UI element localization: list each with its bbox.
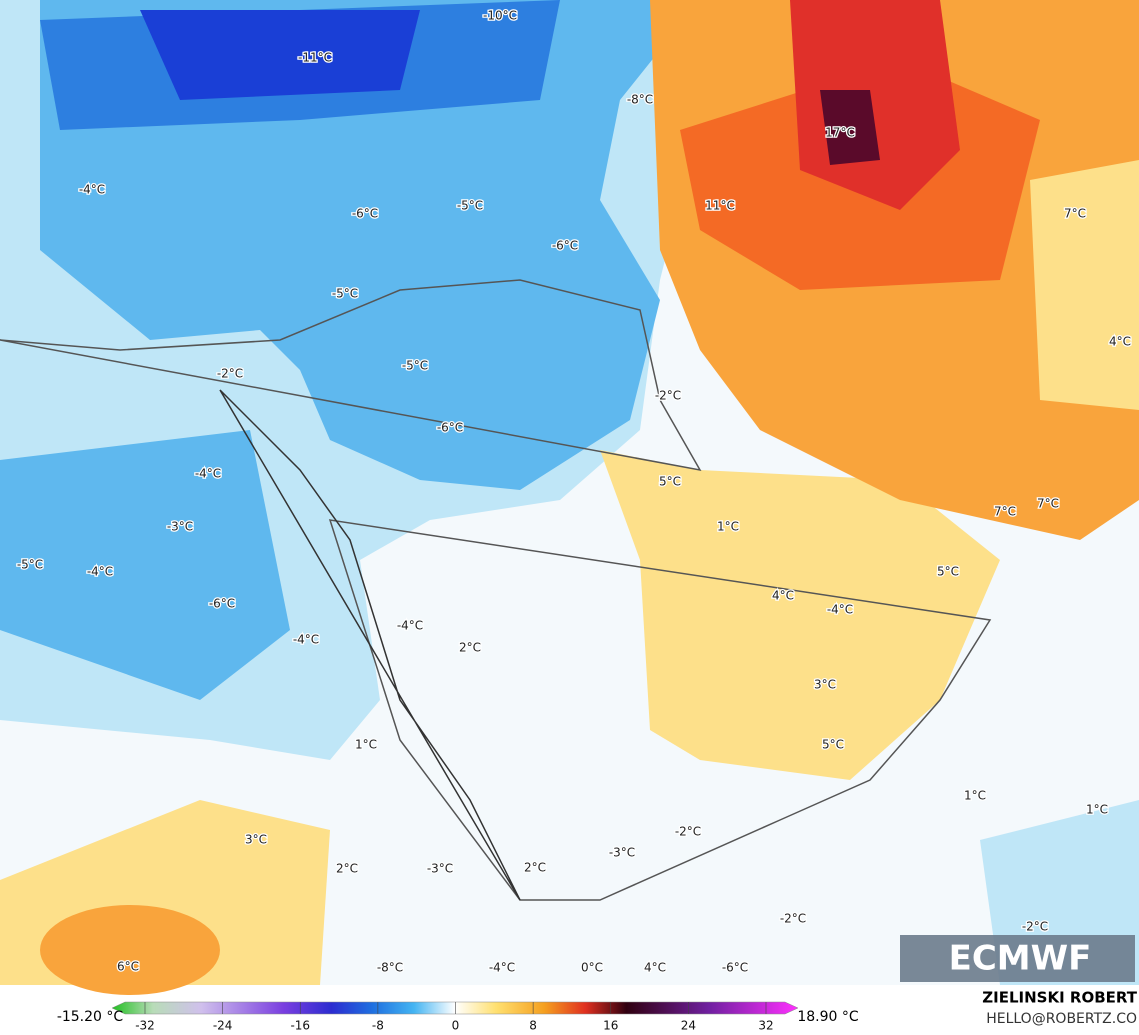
temp-label: 1°C	[964, 789, 986, 803]
temp-label: -5°C	[457, 199, 483, 213]
temp-label: -4°C	[489, 961, 515, 975]
temp-label: 3°C	[245, 833, 267, 847]
map-labels: -10°C -11°C -8°C 17°C -4°C -6°C -5°C -6°C 11°C 7°…	[16, 7, 1133, 976]
temp-label: 2°C	[459, 641, 481, 655]
temp-label: -3°C	[427, 862, 453, 876]
temp-label: 2°C	[336, 862, 358, 876]
temp-label: 4°C	[772, 589, 794, 603]
temp-label: -6°C	[552, 239, 578, 253]
temp-label: -4°C	[397, 619, 423, 633]
temp-label: -6°C	[209, 597, 235, 611]
temp-label: 2°C	[524, 861, 546, 875]
temp-label: 3°C	[814, 678, 836, 692]
temp-label: 17°C	[825, 126, 855, 140]
colorbar-tick-label: -24	[213, 1019, 233, 1033]
map: ECMWF	[0, 0, 1139, 995]
email: HELLO@ROBERTZ.CO	[986, 1011, 1137, 1027]
temp-label: -10°C	[483, 9, 517, 23]
temp-label: -11°C	[298, 51, 332, 65]
temp-label: 7°C	[1037, 497, 1059, 511]
temp-label: -5°C	[402, 359, 428, 373]
colorbar: -15.20 °C 18.90 °C -32 -24 -16 -8 0 8 16 24 32	[57, 1001, 859, 1033]
colorbar-tick-label: 24	[681, 1019, 696, 1033]
temp-label: -2°C	[675, 825, 701, 839]
temp-label: -3°C	[167, 520, 193, 534]
temp-label: 1°C	[1086, 803, 1108, 817]
colorbar-tick-label: -16	[290, 1019, 310, 1033]
colorbar-tick-label: 32	[758, 1019, 773, 1033]
temp-label: 5°C	[659, 475, 681, 489]
temp-label: 4°C	[1109, 335, 1131, 349]
temp-label: -2°C	[1022, 920, 1048, 934]
temp-label: -2°C	[780, 912, 806, 926]
logo-box	[900, 935, 1135, 982]
temp-label: -2°C	[217, 367, 243, 381]
temp-label: -6°C	[437, 421, 463, 435]
temp-label: -4°C	[293, 633, 319, 647]
temp-label: 7°C	[994, 505, 1016, 519]
temp-label: 7°C	[1064, 207, 1086, 221]
colorbar-bar	[111, 1001, 799, 1015]
temp-label: -6°C	[722, 961, 748, 975]
temp-label: -6°C	[352, 207, 378, 221]
temp-label: -2°C	[655, 389, 681, 403]
temp-label: -5°C	[332, 287, 358, 301]
temp-label: -4°C	[87, 565, 113, 579]
temp-label: -4°C	[79, 183, 105, 197]
temp-label: 5°C	[937, 565, 959, 579]
colorbar-tick-label: -32	[135, 1019, 155, 1033]
temp-label: -4°C	[827, 603, 853, 617]
colorbar-max: 18.90 °C	[797, 1009, 859, 1025]
colorbar-min: -15.20 °C	[57, 1009, 124, 1025]
colorbar-tick-label: 8	[529, 1019, 537, 1033]
temp-label: -8°C	[377, 961, 403, 975]
temp-label: 6°C	[117, 960, 139, 974]
temp-label: -3°C	[609, 846, 635, 860]
temp-label: 5°C	[822, 738, 844, 752]
colorbar-tick-label: 0	[452, 1019, 460, 1033]
temp-label: -8°C	[627, 93, 653, 107]
temp-label: 1°C	[355, 738, 377, 752]
temp-label: 4°C	[644, 961, 666, 975]
temp-label: -4°C	[195, 467, 221, 481]
temp-label: 0°C	[581, 961, 603, 975]
author: ZIELINSKI ROBERT	[982, 989, 1137, 1007]
colorbar-tick-label: 16	[603, 1019, 618, 1033]
colorbar-tick-label: -8	[372, 1019, 384, 1033]
temp-label: 1°C	[717, 520, 739, 534]
temp-label: -5°C	[17, 558, 43, 572]
logo-text: ECMWF	[949, 939, 1092, 979]
temp-label: 11°C	[705, 199, 735, 213]
